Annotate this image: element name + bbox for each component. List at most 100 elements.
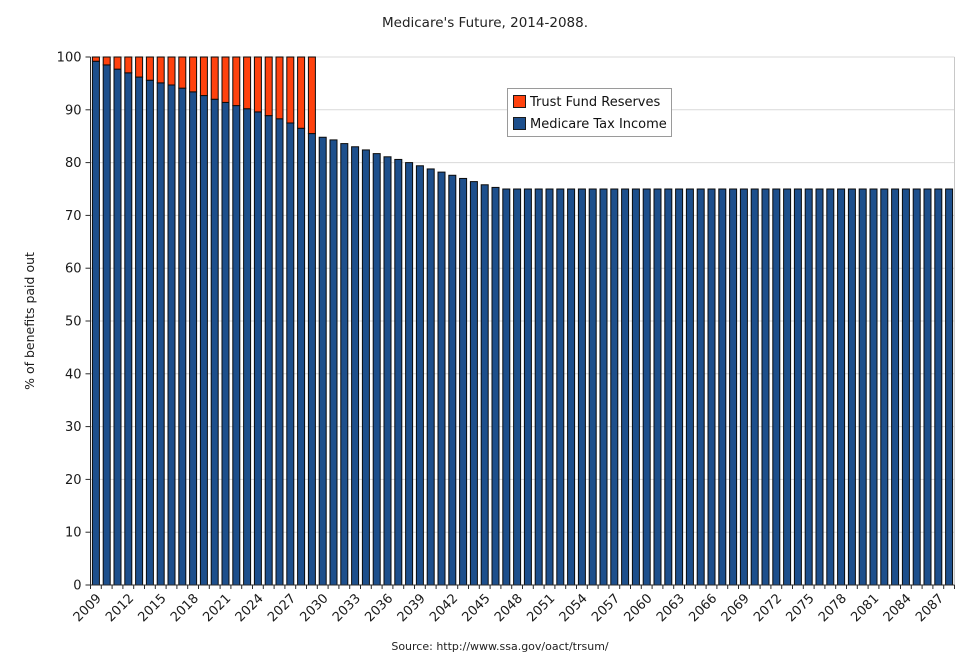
chart-title: Medicare's Future, 2014-2088. [382,15,588,31]
bar-medicare-tax-income [901,188,910,586]
bar-medicare-tax-income [653,188,662,586]
y-axis-title: % of benefits paid out [22,252,37,390]
y-tick-label: 100 [57,51,82,66]
bar-trust-fund-reserves [113,56,122,70]
bar-medicare-tax-income [912,188,921,586]
bar-medicare-tax-income [405,162,414,586]
legend-swatch-trust-fund-reserves [513,95,526,108]
bar-medicare-tax-income [891,188,900,586]
bar-medicare-tax-income [307,133,316,586]
bar-medicare-tax-income [145,79,154,586]
y-tick-label: 60 [65,262,82,277]
x-tick-label: 2075 [784,591,818,625]
x-tick-label: 2063 [654,591,688,625]
bar-medicare-tax-income [621,188,630,586]
bar-medicare-tax-income [793,188,802,586]
bar-trust-fund-reserves [156,56,165,84]
x-tick-label: 2087 [913,591,947,625]
bar-trust-fund-reserves [199,56,208,97]
x-tick-label: 2078 [816,591,850,625]
bar-trust-fund-reserves [135,56,144,78]
bar-medicare-tax-income [707,188,716,586]
legend-label-trust-fund-reserves: Trust Fund Reserves [529,95,661,110]
bar-trust-fund-reserves [145,56,154,81]
x-tick-label: 2009 [71,591,105,625]
x-tick-label: 2060 [622,591,656,625]
y-tick-label: 10 [65,526,82,541]
x-tick-label: 2021 [200,591,234,625]
bar-trust-fund-reserves [253,56,262,113]
y-tick-label: 0 [73,579,81,594]
bar-medicare-tax-income [91,60,100,586]
bar-trust-fund-reserves [275,56,284,120]
x-tick-label: 2072 [751,591,785,625]
bar-medicare-tax-income [113,68,122,586]
bar-medicare-tax-income [318,136,327,586]
bar-medicare-tax-income [847,188,856,586]
bar-medicare-tax-income [567,188,576,586]
bar-trust-fund-reserves [91,56,100,62]
x-tick-label: 2054 [557,591,591,625]
bar-medicare-tax-income [253,111,262,586]
bar-medicare-tax-income [534,188,543,586]
bar-medicare-tax-income [685,188,694,586]
bar-medicare-tax-income [469,181,478,586]
bar-trust-fund-reserves [307,56,316,135]
bar-medicare-tax-income [372,153,381,586]
bar-medicare-tax-income [264,115,273,586]
x-tick-label: 2057 [589,591,623,625]
y-tick-label: 80 [65,156,82,171]
bar-medicare-tax-income [329,139,338,586]
bar-medicare-tax-income [297,127,306,586]
bar-medicare-tax-income [675,188,684,586]
bar-medicare-tax-income [340,143,349,586]
bar-medicare-tax-income [783,188,792,586]
bar-medicare-tax-income [351,146,360,586]
bar-medicare-tax-income [102,64,111,586]
bar-medicare-tax-income [815,188,824,586]
bar-medicare-tax-income [588,188,597,586]
bar-trust-fund-reserves [243,56,252,110]
bar-trust-fund-reserves [264,56,273,117]
bar-medicare-tax-income [459,177,468,586]
bar-medicare-tax-income [383,156,392,586]
bar-medicare-tax-income [739,188,748,586]
x-tick-label: 2024 [233,591,267,625]
x-tick-label: 2030 [298,591,332,625]
x-tick-label: 2036 [362,591,396,625]
bar-medicare-tax-income [178,87,187,586]
bar-medicare-tax-income [189,91,198,586]
x-tick-label: 2015 [136,591,170,625]
bar-medicare-tax-income [945,188,954,586]
x-tick-label: 2084 [881,591,915,625]
bar-trust-fund-reserves [167,56,176,86]
x-tick-label: 2018 [168,591,202,625]
x-tick-label: 2051 [524,591,558,625]
bar-medicare-tax-income [923,188,932,586]
bar-medicare-tax-income [156,82,165,586]
bar-medicare-tax-income [232,105,241,586]
y-tick-label: 70 [65,209,82,224]
bar-medicare-tax-income [491,186,500,586]
bar-medicare-tax-income [437,171,446,586]
bar-medicare-tax-income [221,101,230,586]
x-tick-label: 2069 [719,591,753,625]
bar-trust-fund-reserves [178,56,187,89]
x-tick-label: 2012 [103,591,137,625]
bar-medicare-tax-income [286,122,295,586]
bar-medicare-tax-income [415,165,424,586]
y-tick-label: 90 [65,103,82,118]
bar-medicare-tax-income [837,188,846,586]
bar-trust-fund-reserves [232,56,241,107]
bar-medicare-tax-income [642,188,651,586]
x-tick-label: 2081 [848,591,882,625]
bar-medicare-tax-income [599,188,608,586]
x-tick-label: 2048 [492,591,526,625]
bar-medicare-tax-income [480,184,489,586]
y-tick-label: 50 [65,315,82,330]
bar-medicare-tax-income [696,188,705,586]
bar-medicare-tax-income [210,98,219,586]
bar-medicare-tax-income [523,188,532,586]
bar-medicare-tax-income [858,188,867,586]
x-tick-label: 2033 [330,591,364,625]
